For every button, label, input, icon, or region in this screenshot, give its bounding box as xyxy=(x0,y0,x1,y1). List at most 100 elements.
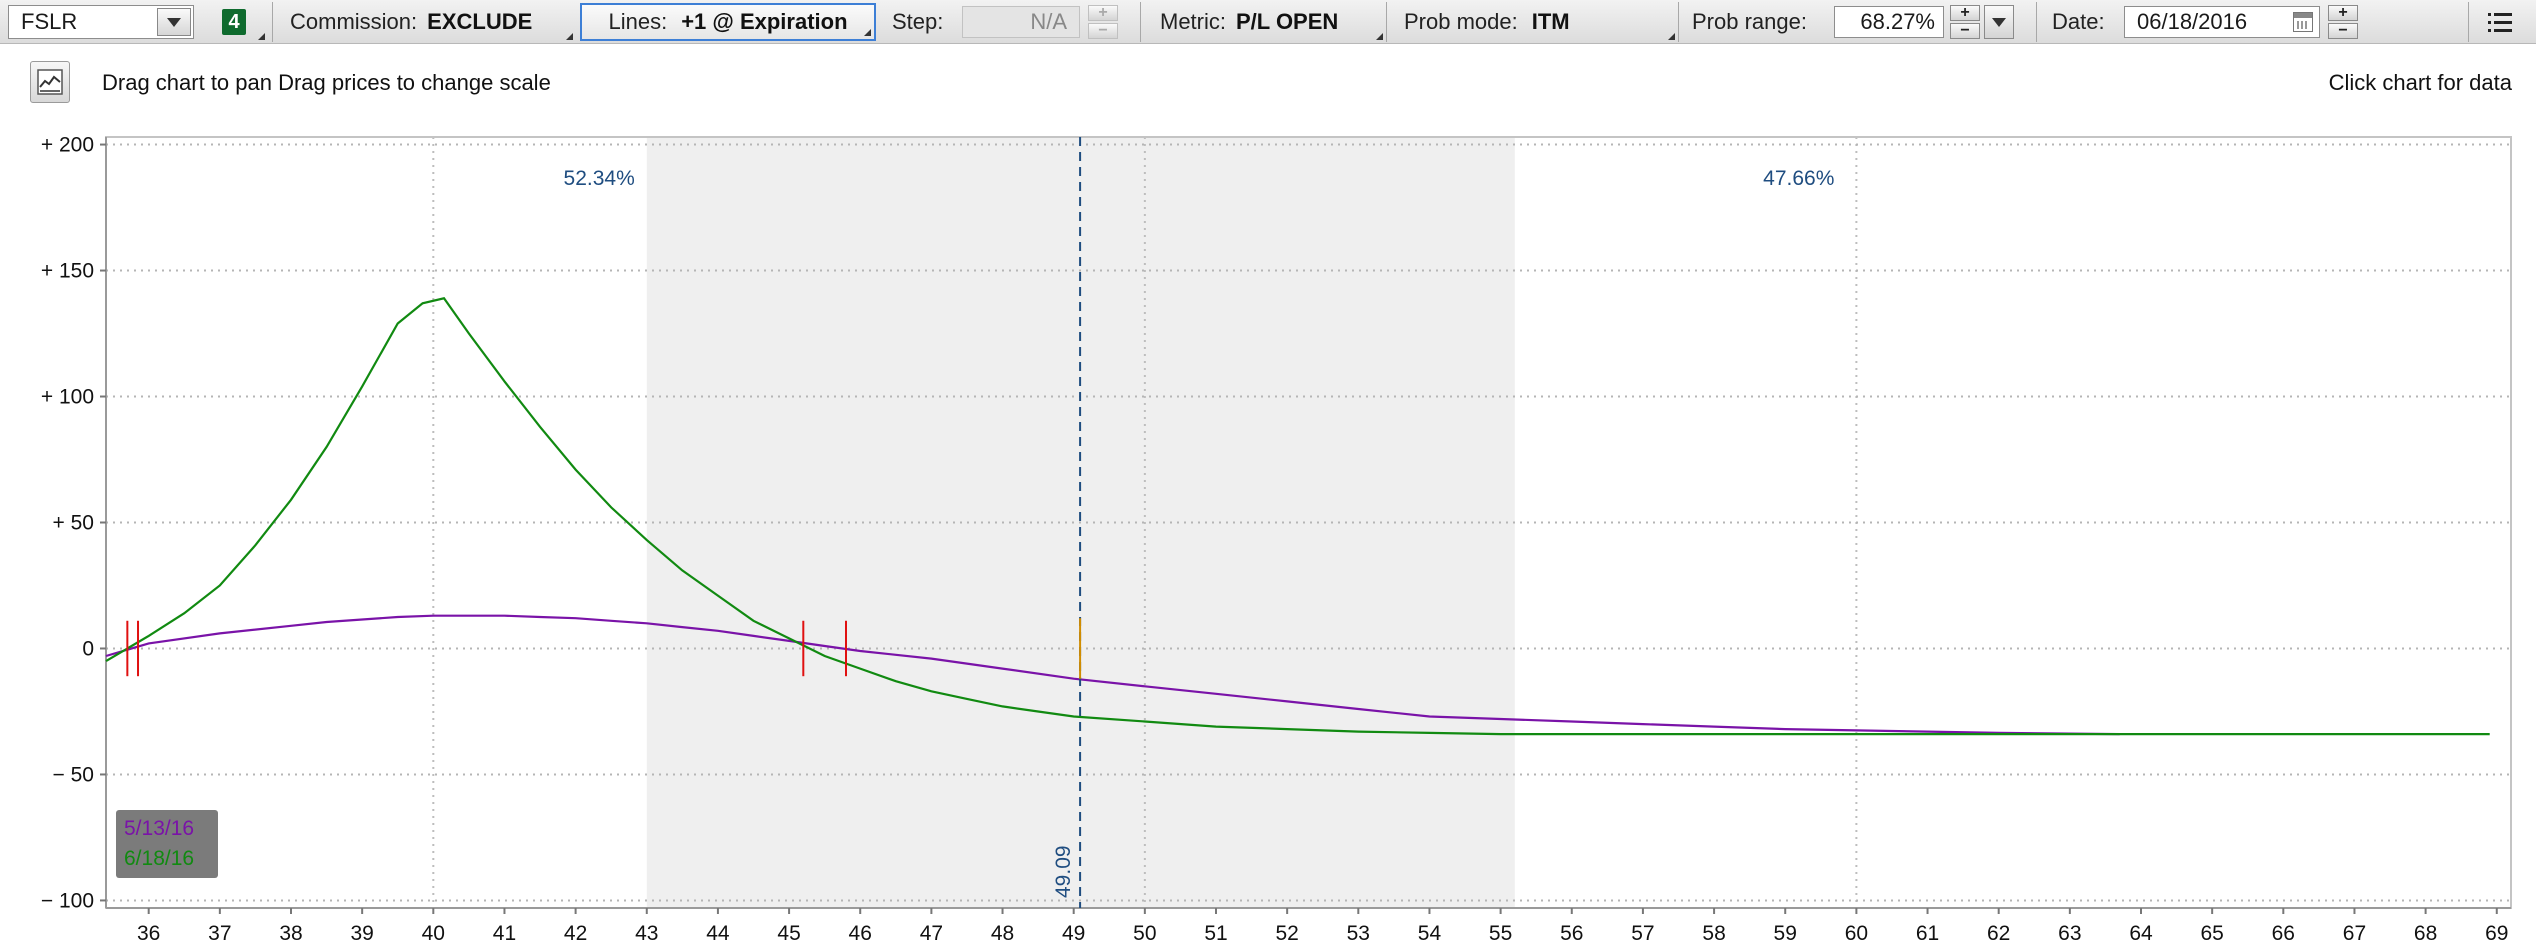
metric-label: Metric: xyxy=(1160,9,1226,34)
lines-value: +1 @ Expiration xyxy=(681,9,848,34)
date-label-wrap: Date: xyxy=(2052,0,2105,44)
divider xyxy=(272,2,273,42)
plus-icon[interactable]: + xyxy=(1088,5,1118,21)
current-price-label: 49.09 xyxy=(1052,845,1075,898)
x-tick-label: 41 xyxy=(493,922,516,945)
divider xyxy=(1678,2,1679,42)
x-tick-label: 48 xyxy=(991,922,1014,945)
prob-mode-corner-indicator xyxy=(1668,33,1675,40)
x-tick-label: 68 xyxy=(2414,922,2437,945)
risk-profile-chart[interactable]: + 200 + 150 + 100 + 50 0 − 50 − 100 36 37 38 39 40… xyxy=(0,127,2536,948)
date-value: 06/18/2016 xyxy=(2137,9,2248,34)
x-tick-label: 49 xyxy=(1062,922,1085,945)
x-tick-label: 42 xyxy=(564,922,587,945)
x-tick-label: 56 xyxy=(1560,922,1583,945)
x-tick-label: 50 xyxy=(1133,922,1156,945)
prob-mode-label: Prob mode: xyxy=(1404,9,1518,34)
prob-above-label: 47.66% xyxy=(1763,167,1834,190)
chevron-down-icon xyxy=(167,17,181,27)
y-tick-label: + 100 xyxy=(41,386,94,409)
commission-label: Commission: xyxy=(290,9,418,34)
x-tick-label: 61 xyxy=(1916,922,1939,945)
metric-corner-indicator xyxy=(1376,33,1383,40)
y-tick-label: 0 xyxy=(82,637,94,660)
line-chart-icon xyxy=(37,69,63,95)
minus-icon[interactable]: − xyxy=(1088,23,1118,39)
badge-corner-indicator xyxy=(258,33,265,40)
step-label: Step: xyxy=(892,9,944,34)
prob-mode-value: ITM xyxy=(1531,9,1570,34)
plus-icon[interactable]: + xyxy=(1950,5,1980,21)
date-stepper[interactable]: + − xyxy=(2328,5,2358,39)
prob-range-input[interactable]: 68.27% xyxy=(1834,6,1944,38)
calendar-icon[interactable] xyxy=(2293,12,2313,32)
x-tick-label: 65 xyxy=(2200,922,2223,945)
y-tick-label: + 150 xyxy=(41,260,94,283)
commission-value: EXCLUDE xyxy=(427,9,533,34)
x-tick-label: 46 xyxy=(849,922,872,945)
symbol-value: FSLR xyxy=(21,9,78,34)
metric-selector[interactable]: Metric: P/L OPEN xyxy=(1160,0,1338,44)
x-tick-label: 66 xyxy=(2272,922,2295,945)
x-tick-label: 43 xyxy=(635,922,658,945)
x-tick-label: 38 xyxy=(279,922,302,945)
chevron-down-icon xyxy=(1992,17,2006,27)
legend-entry-series-0: 5/13/16 xyxy=(124,817,195,840)
x-tick-label: 53 xyxy=(1347,922,1370,945)
minus-icon[interactable]: − xyxy=(2328,23,2358,39)
prob-below-label: 52.34% xyxy=(564,167,635,190)
symbol-dropdown-button[interactable] xyxy=(157,8,191,36)
prob-range-label: Prob range: xyxy=(1692,9,1807,34)
prob-range-dropdown-button[interactable] xyxy=(1984,5,2014,39)
chart-mode-button[interactable] xyxy=(30,61,70,103)
x-tick-label: 55 xyxy=(1489,922,1512,945)
step-input[interactable]: N/A xyxy=(962,6,1080,38)
metric-value: P/L OPEN xyxy=(1236,9,1339,34)
commission-selector[interactable]: Commission: EXCLUDE xyxy=(290,0,532,44)
step-label-wrap: Step: xyxy=(892,0,943,44)
date-input[interactable]: 06/18/2016 xyxy=(2124,6,2320,38)
date-label: Date: xyxy=(2052,9,2105,34)
x-tick-label: 54 xyxy=(1418,922,1442,945)
y-tick-label: + 200 xyxy=(41,134,94,157)
quantity-badge[interactable]: 4 xyxy=(222,9,246,35)
prob-range-label-wrap: Prob range: xyxy=(1692,0,1807,44)
x-tick-label: 64 xyxy=(2129,922,2153,945)
x-tick-label: 39 xyxy=(350,922,373,945)
x-tick-label: 63 xyxy=(2058,922,2081,945)
commission-corner-indicator xyxy=(566,33,573,40)
x-tick-label: 59 xyxy=(1774,922,1797,945)
x-tick-label: 37 xyxy=(208,922,231,945)
info-bar: Drag chart to pan Drag prices to change … xyxy=(0,45,2536,127)
x-tick-label: 52 xyxy=(1275,922,1298,945)
x-tick-label: 47 xyxy=(920,922,943,945)
menu-icon[interactable] xyxy=(2488,11,2512,33)
chart-legend: 5/13/16 6/18/16 xyxy=(116,810,218,878)
series-line-0 xyxy=(105,614,2120,736)
y-tick-label: + 50 xyxy=(53,512,94,535)
x-tick-label: 40 xyxy=(422,922,445,945)
x-tick-label: 67 xyxy=(2343,922,2366,945)
prob-range-stepper[interactable]: + − xyxy=(1950,5,1980,39)
divider xyxy=(1140,2,1141,42)
divider xyxy=(1386,2,1387,42)
lines-selector[interactable]: Lines: +1 @ Expiration xyxy=(580,3,876,41)
symbol-input[interactable]: FSLR xyxy=(8,5,194,39)
x-tick-label: 45 xyxy=(777,922,800,945)
y-tick-label: − 50 xyxy=(53,763,94,786)
prob-mode-selector[interactable]: Prob mode: ITM xyxy=(1404,0,1570,44)
step-stepper[interactable]: + − xyxy=(1088,5,1118,39)
toolbar: FSLR 4 Commission: EXCLUDE Lines: +1 @ E… xyxy=(0,0,2536,44)
plus-icon[interactable]: + xyxy=(2328,5,2358,21)
x-tick-label: 36 xyxy=(137,922,160,945)
lines-corner-indicator xyxy=(864,29,871,36)
minus-icon[interactable]: − xyxy=(1950,23,1980,39)
lines-label: Lines: xyxy=(608,9,668,34)
x-tick-label: 51 xyxy=(1204,922,1227,945)
divider xyxy=(2468,2,2469,42)
series-line-1 xyxy=(105,297,2490,736)
divider xyxy=(2036,2,2037,42)
x-tick-label: 44 xyxy=(706,922,730,945)
x-tick-label: 58 xyxy=(1702,922,1725,945)
click-for-data-hint: Click chart for data xyxy=(2328,70,2512,95)
